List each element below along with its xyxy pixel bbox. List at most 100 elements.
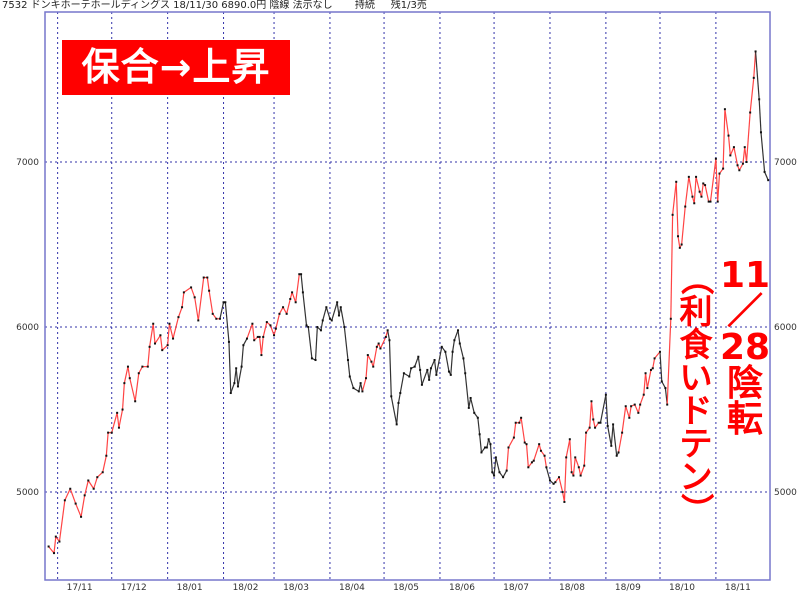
- price-segment: [387, 330, 391, 341]
- price-segment: [282, 306, 288, 315]
- price-point: [702, 182, 705, 185]
- price-point: [435, 373, 438, 376]
- price-point: [282, 306, 285, 309]
- price-point: [190, 286, 193, 289]
- price-segment: [275, 313, 281, 329]
- price-point: [736, 164, 739, 167]
- annotation-char: ン: [679, 457, 713, 496]
- price-segment: [479, 434, 483, 453]
- price-point: [741, 162, 744, 165]
- price-point: [467, 406, 470, 409]
- price-point: [579, 474, 582, 477]
- price-point: [561, 491, 564, 494]
- annotation-char: 28: [719, 327, 771, 368]
- price-point: [714, 157, 717, 160]
- price-segment: [159, 335, 163, 351]
- price-point: [58, 540, 61, 543]
- price-segment: [230, 382, 235, 394]
- price-segment: [286, 298, 291, 314]
- price-point: [527, 466, 530, 469]
- price-point: [754, 50, 757, 53]
- price-point: [202, 276, 205, 279]
- plot-frame: [44, 11, 771, 581]
- price-point: [583, 464, 586, 467]
- price-segment: [390, 396, 398, 425]
- price-segment: [260, 336, 264, 356]
- price-point: [69, 487, 72, 490]
- price-segment: [181, 292, 185, 308]
- price-point: [273, 334, 276, 337]
- price-point: [462, 357, 465, 360]
- price-point: [639, 403, 642, 406]
- price-point: [159, 334, 162, 337]
- price-point: [628, 416, 631, 419]
- price-point: [172, 337, 175, 340]
- annotation-char: 転: [726, 399, 763, 440]
- price-point: [552, 482, 555, 485]
- price-segment: [147, 346, 151, 367]
- y-tick-label-right: 7000: [774, 158, 797, 168]
- price-point: [402, 372, 405, 375]
- price-segment: [724, 109, 730, 136]
- price-point: [642, 393, 645, 396]
- price-point: [718, 172, 721, 175]
- price-segment: [538, 444, 542, 451]
- price-point: [166, 344, 169, 347]
- price-point: [630, 405, 633, 408]
- annotation-char: 食: [679, 325, 713, 364]
- price-segment: [430, 359, 436, 369]
- price-point: [484, 446, 487, 449]
- price-point: [146, 365, 149, 368]
- price-segment: [749, 77, 755, 113]
- price-point: [637, 411, 640, 414]
- price-segment: [695, 176, 701, 192]
- price-point: [321, 319, 324, 322]
- price-segment: [599, 394, 607, 423]
- price-point: [390, 395, 393, 398]
- price-segment: [495, 457, 501, 473]
- price-segment: [533, 444, 540, 461]
- price-point: [53, 552, 56, 555]
- price-point: [514, 421, 517, 424]
- price-segment: [704, 184, 710, 202]
- price-point: [337, 314, 340, 317]
- display-mode: 法示なし: [292, 0, 333, 11]
- price-point: [458, 342, 461, 345]
- trend-status: 持続: [354, 0, 375, 11]
- price-point: [621, 431, 624, 434]
- price-point: [388, 339, 391, 342]
- price-point: [365, 377, 368, 380]
- price-point: [469, 396, 472, 399]
- price-point: [732, 146, 735, 149]
- price-point: [141, 365, 144, 368]
- price-segment: [700, 183, 704, 197]
- price-point: [240, 365, 243, 368]
- price-point: [759, 131, 762, 134]
- price-point: [633, 403, 636, 406]
- price-point: [548, 479, 551, 482]
- price-segment: [625, 406, 630, 418]
- price-point: [538, 443, 541, 446]
- x-tick-label: 18/07: [503, 583, 529, 592]
- price-point: [675, 180, 678, 183]
- price-point: [426, 368, 429, 371]
- price-point: [285, 312, 288, 315]
- price-point: [498, 471, 501, 474]
- price-point: [193, 296, 196, 299]
- price-point: [473, 411, 476, 414]
- price-segment: [414, 356, 419, 367]
- price-point: [105, 454, 108, 457]
- price-segment: [572, 457, 576, 476]
- price-segment: [48, 546, 55, 554]
- price-segment: [417, 356, 421, 371]
- price-segment: [379, 336, 387, 349]
- price-point: [152, 322, 155, 325]
- price-segment: [419, 369, 423, 385]
- price-point: [242, 344, 245, 347]
- price-segment: [661, 381, 666, 389]
- price-point: [612, 423, 615, 426]
- price-segment: [457, 330, 461, 344]
- price-segment: [320, 320, 324, 331]
- price-segment: [75, 503, 82, 518]
- price-point: [417, 355, 420, 358]
